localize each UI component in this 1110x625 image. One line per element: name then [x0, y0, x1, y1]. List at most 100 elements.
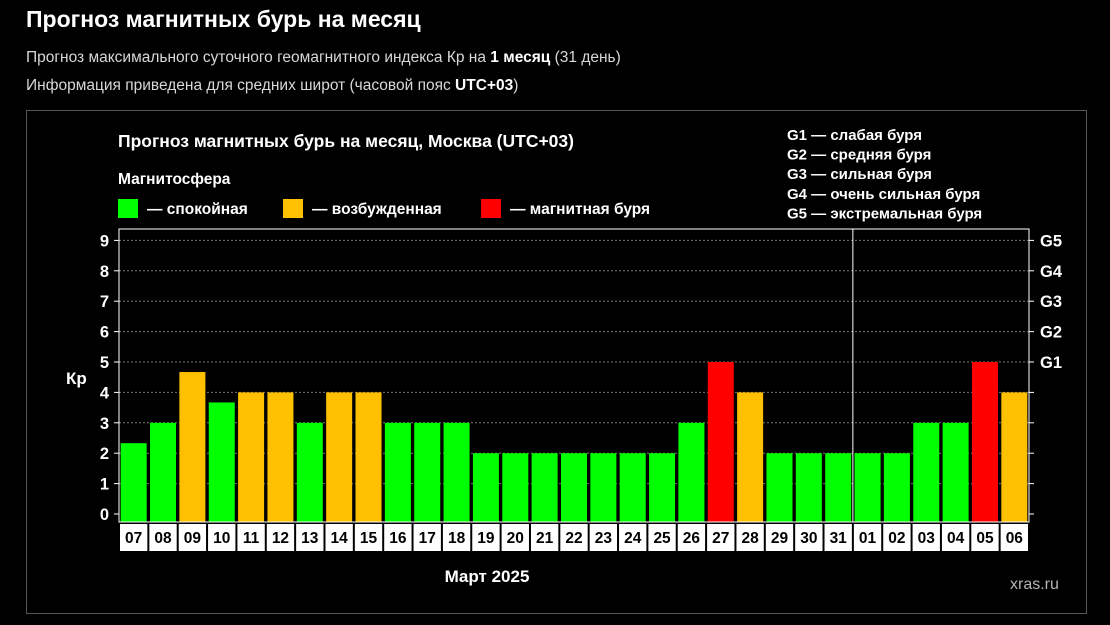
legend-label: — возбужденная [312, 201, 442, 218]
forecast-description: Прогноз максимального суточного геомагни… [26, 49, 621, 66]
bar-28 [737, 392, 764, 522]
g-scale-legend-item: G3 — сильная буря [787, 166, 932, 183]
y-tick-label: 4 [100, 384, 110, 402]
x-tick-label: 21 [536, 530, 554, 547]
legend-label: — магнитная буря [510, 201, 650, 218]
legend-swatch [481, 199, 501, 218]
x-label-box [442, 524, 471, 551]
plot-border [118, 228, 1030, 523]
bar-02 [883, 453, 910, 522]
bar-15 [355, 392, 382, 522]
bar-12 [267, 392, 294, 522]
x-axis-label: Март 2025 [445, 567, 530, 586]
x-tick-label: 10 [213, 530, 230, 547]
x-tick-label: 23 [595, 530, 613, 547]
x-label-box [1000, 524, 1028, 551]
x-tick-label: 17 [419, 530, 436, 547]
x-tick-label: 15 [360, 530, 378, 547]
legend-title: Магнитосфера [118, 171, 231, 188]
g-scale-legend-item: G4 — очень сильная буря [787, 186, 980, 203]
x-label-box [266, 524, 295, 551]
x-tick-label: 20 [507, 530, 524, 547]
legend-swatch [283, 199, 303, 218]
x-tick-label: 08 [154, 530, 172, 547]
x-tick-label: 07 [125, 530, 142, 547]
x-label-box [120, 524, 148, 551]
bar-19 [472, 453, 499, 522]
x-label-box [736, 524, 764, 551]
g-scale-legend-item: G5 — экстремальная буря [787, 205, 982, 222]
x-label-box [589, 524, 618, 551]
x-tick-label: 06 [1006, 530, 1024, 547]
g-scale-legend-item: G2 — средняя буря [787, 147, 931, 164]
page-title: Прогноз магнитных бурь на месяц [26, 6, 421, 32]
x-tick-label: 11 [243, 530, 260, 547]
x-tick-label: 05 [976, 530, 994, 547]
x-tick-label: 03 [918, 530, 936, 547]
x-label-box [296, 524, 324, 551]
x-tick-label: 26 [683, 530, 701, 547]
bar-09 [179, 372, 206, 522]
bar-21 [531, 453, 558, 522]
x-label-box [765, 524, 794, 551]
bar-07 [120, 443, 147, 522]
x-tick-label: 25 [653, 530, 671, 547]
x-tick-label: 13 [301, 530, 319, 547]
x-label-box [413, 524, 441, 551]
bar-20 [502, 453, 529, 522]
bar-11 [238, 392, 265, 522]
x-label-box [795, 524, 823, 551]
bar-31 [825, 453, 852, 522]
bar-10 [208, 402, 235, 522]
x-label-box [560, 524, 588, 551]
chart-frame [26, 110, 1087, 614]
y-tick-label: 7 [100, 293, 109, 311]
y-tick-label: 9 [100, 232, 109, 250]
x-tick-label: 12 [272, 530, 289, 547]
legend-item: — магнитная буря [481, 199, 650, 218]
bar-05 [971, 362, 998, 522]
x-tick-label: 18 [448, 530, 466, 547]
g-scale-legend-item: G1 — слабая буря [787, 127, 922, 144]
bar-29 [766, 453, 793, 522]
legend-item: — возбужденная [283, 199, 442, 218]
x-label-box [178, 524, 207, 551]
y-tick-label: 3 [100, 415, 109, 433]
x-tick-label: 01 [859, 530, 877, 547]
x-tick-label: 30 [800, 530, 817, 547]
bar-16 [384, 422, 411, 522]
x-tick-label: 16 [389, 530, 407, 547]
x-label-box [501, 524, 529, 551]
g-tick-label: G3 [1040, 293, 1062, 311]
x-label-box [677, 524, 706, 551]
x-label-box [208, 524, 236, 551]
bar-27 [707, 362, 734, 522]
bar-06 [1001, 392, 1028, 522]
x-tick-label: 02 [888, 530, 905, 547]
x-tick-label: 27 [712, 530, 729, 547]
g-tick-label: G1 [1040, 354, 1062, 372]
y-tick-label: 6 [100, 324, 109, 342]
x-tick-label: 19 [477, 530, 495, 547]
y-tick-label: 1 [100, 476, 109, 494]
bar-13 [296, 422, 323, 522]
g-tick-label: G2 [1040, 324, 1062, 342]
legend-item: — спокойная [118, 199, 248, 218]
x-label-box [384, 524, 412, 551]
bar-01 [854, 453, 881, 522]
watermark: xras.ru [1010, 576, 1059, 593]
legend-label: — спокойная [147, 201, 248, 218]
x-label-box [325, 524, 353, 551]
x-label-box [707, 524, 735, 551]
x-label-box [354, 524, 383, 551]
bar-03 [913, 422, 940, 522]
x-label-box [971, 524, 999, 551]
bar-14 [326, 392, 353, 522]
bar-04 [942, 422, 969, 522]
x-tick-label: 09 [184, 530, 202, 547]
bar-17 [414, 422, 441, 522]
x-label-box [912, 524, 940, 551]
y-axis-label: Кр [66, 369, 87, 388]
bar-24 [619, 453, 646, 522]
